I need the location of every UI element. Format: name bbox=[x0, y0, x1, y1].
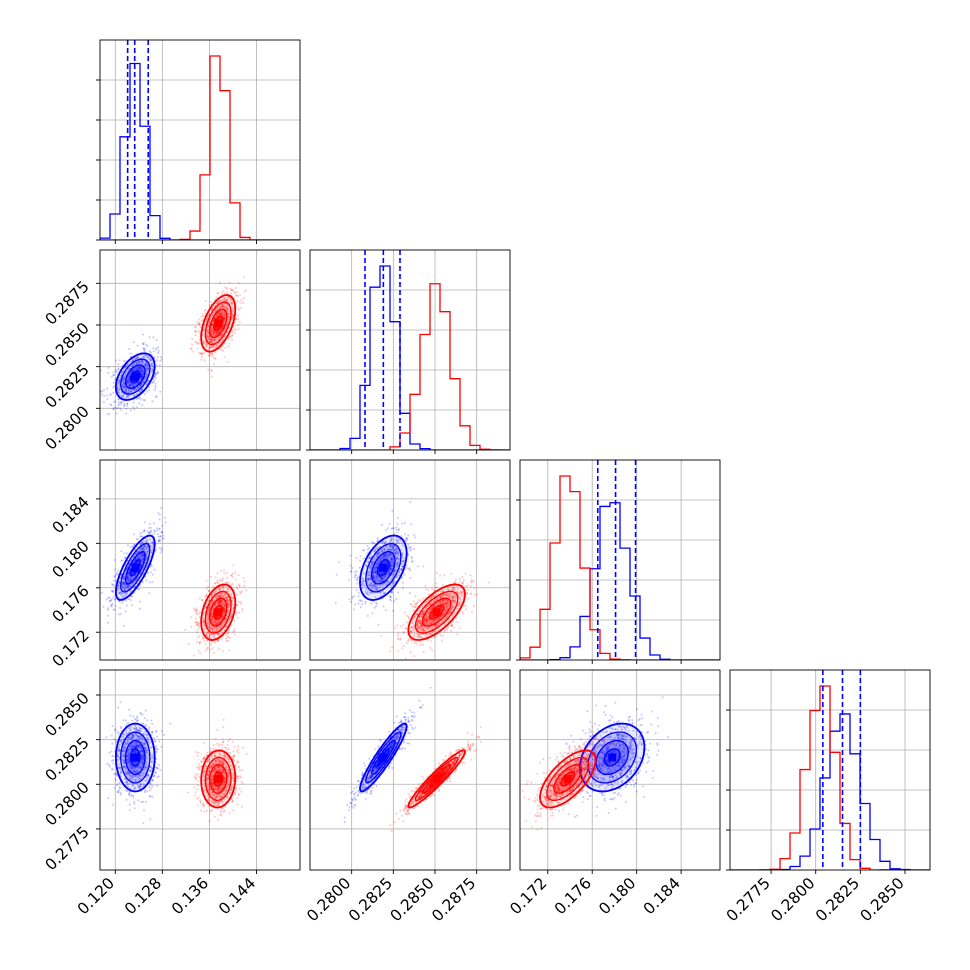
y-tick-label: 0.2775 bbox=[42, 823, 93, 874]
histogram-panel-1 bbox=[309, 249, 511, 451]
histogram-panel-0 bbox=[99, 39, 301, 241]
scatter-panel-1-0 bbox=[99, 249, 301, 451]
x-axis-0: 0.120 0.128 0.136 0.144 bbox=[74, 870, 259, 918]
density-peak bbox=[131, 753, 140, 762]
y-tick-label: 0.2850 bbox=[42, 319, 93, 370]
x-tick-label: 0.184 bbox=[640, 874, 684, 918]
x-tick-label: 0.2850 bbox=[387, 874, 438, 925]
density-peak bbox=[214, 608, 223, 617]
panel-frame bbox=[309, 249, 511, 451]
x-tick-label: 0.128 bbox=[121, 874, 165, 918]
x-tick-label: 0.172 bbox=[507, 874, 551, 918]
x-axis-2: 0.172 0.176 0.180 0.184 bbox=[507, 870, 684, 918]
scatter-panel-3-1 bbox=[309, 669, 511, 871]
y-tick-label: 0.2800 bbox=[42, 402, 93, 453]
density-peak bbox=[214, 319, 223, 328]
y-tick-label: 0.2875 bbox=[42, 277, 93, 328]
panel-frame bbox=[519, 459, 721, 661]
density-peak bbox=[379, 563, 388, 572]
x-tick-label: 0.2775 bbox=[723, 874, 774, 925]
x-tick-label: 0.180 bbox=[595, 874, 639, 918]
x-tick-label: 0.2800 bbox=[767, 874, 818, 925]
density-peak bbox=[432, 608, 441, 617]
density-peak bbox=[432, 774, 441, 783]
density-peak bbox=[563, 774, 572, 783]
x-tick-label: 0.2875 bbox=[428, 874, 479, 925]
x-tick-label: 0.144 bbox=[215, 874, 259, 918]
histogram-series-1 bbox=[100, 55, 300, 240]
density-peak bbox=[608, 753, 617, 762]
x-tick-label: 0.2800 bbox=[303, 874, 354, 925]
scatter-panel-2-0 bbox=[99, 459, 301, 661]
y-tick-label: 0.2850 bbox=[42, 689, 93, 740]
scatter-points-series-1 bbox=[521, 725, 614, 831]
histogram-series-1 bbox=[520, 475, 720, 660]
x-tick-label: 0.120 bbox=[74, 874, 118, 918]
scatter-panel-3-2 bbox=[519, 669, 721, 871]
y-tick-label: 0.176 bbox=[49, 582, 93, 626]
panel-frame bbox=[99, 39, 301, 241]
x-tick-label: 0.2850 bbox=[857, 874, 908, 925]
x-tick-label: 0.136 bbox=[168, 874, 212, 918]
y-tick-label: 0.2825 bbox=[42, 734, 93, 785]
panel-frame bbox=[309, 669, 511, 871]
histogram-panel-3 bbox=[729, 669, 931, 871]
scatter-panel-3-0 bbox=[99, 669, 301, 871]
histogram-panel-2 bbox=[519, 459, 721, 661]
panel-frame bbox=[309, 459, 511, 661]
histogram-series-1 bbox=[310, 283, 510, 450]
y-tick-label: 0.180 bbox=[49, 537, 93, 581]
panel-frame bbox=[99, 459, 301, 661]
density-peak bbox=[131, 563, 140, 572]
x-tick-label: 0.2825 bbox=[345, 874, 396, 925]
y-tick-label: 0.184 bbox=[49, 493, 93, 537]
density-peak bbox=[131, 372, 140, 381]
y-tick-label: 0.2825 bbox=[42, 361, 93, 412]
scatter-panel-2-1 bbox=[309, 459, 511, 661]
x-tick-label: 0.176 bbox=[551, 874, 595, 918]
density-peak bbox=[214, 774, 223, 783]
density-peak bbox=[379, 753, 388, 762]
histogram-series-0 bbox=[310, 265, 510, 450]
histogram-series-0 bbox=[100, 62, 300, 240]
y-tick-label: 0.172 bbox=[49, 626, 93, 670]
panel-frame bbox=[99, 669, 301, 871]
panel-frame bbox=[99, 249, 301, 451]
panel-frame bbox=[519, 669, 721, 871]
panel-frame bbox=[729, 669, 931, 871]
x-tick-label: 0.2825 bbox=[812, 874, 863, 925]
y-tick-label: 0.2800 bbox=[42, 778, 93, 829]
